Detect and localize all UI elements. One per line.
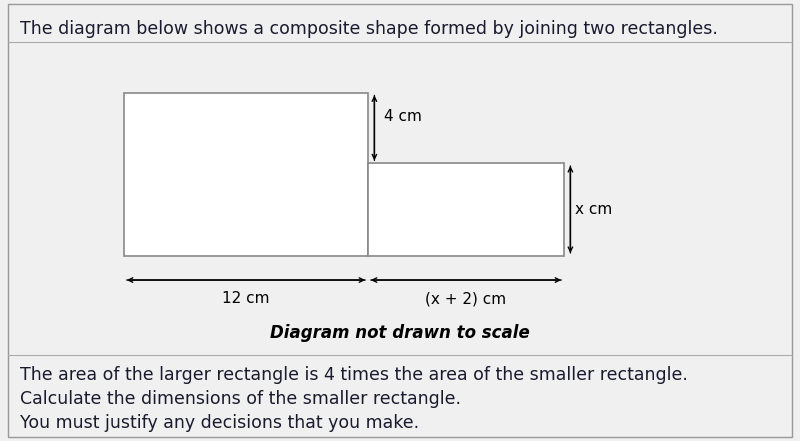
Text: The diagram below shows a composite shape formed by joining two rectangles.: The diagram below shows a composite shap… [20,20,718,38]
Text: Calculate the dimensions of the smaller rectangle.: Calculate the dimensions of the smaller … [20,390,461,408]
Text: 4 cm: 4 cm [384,109,422,124]
Text: 12 cm: 12 cm [222,291,270,306]
Text: The area of the larger rectangle is 4 times the area of the smaller rectangle.: The area of the larger rectangle is 4 ti… [20,366,688,384]
Text: (x + 2) cm: (x + 2) cm [426,291,506,306]
Bar [124,93,368,256]
Bar [368,163,564,256]
Text: x cm: x cm [575,202,613,217]
Text: You must justify any decisions that you make.: You must justify any decisions that you … [20,414,419,432]
Text: Diagram not drawn to scale: Diagram not drawn to scale [270,324,530,342]
